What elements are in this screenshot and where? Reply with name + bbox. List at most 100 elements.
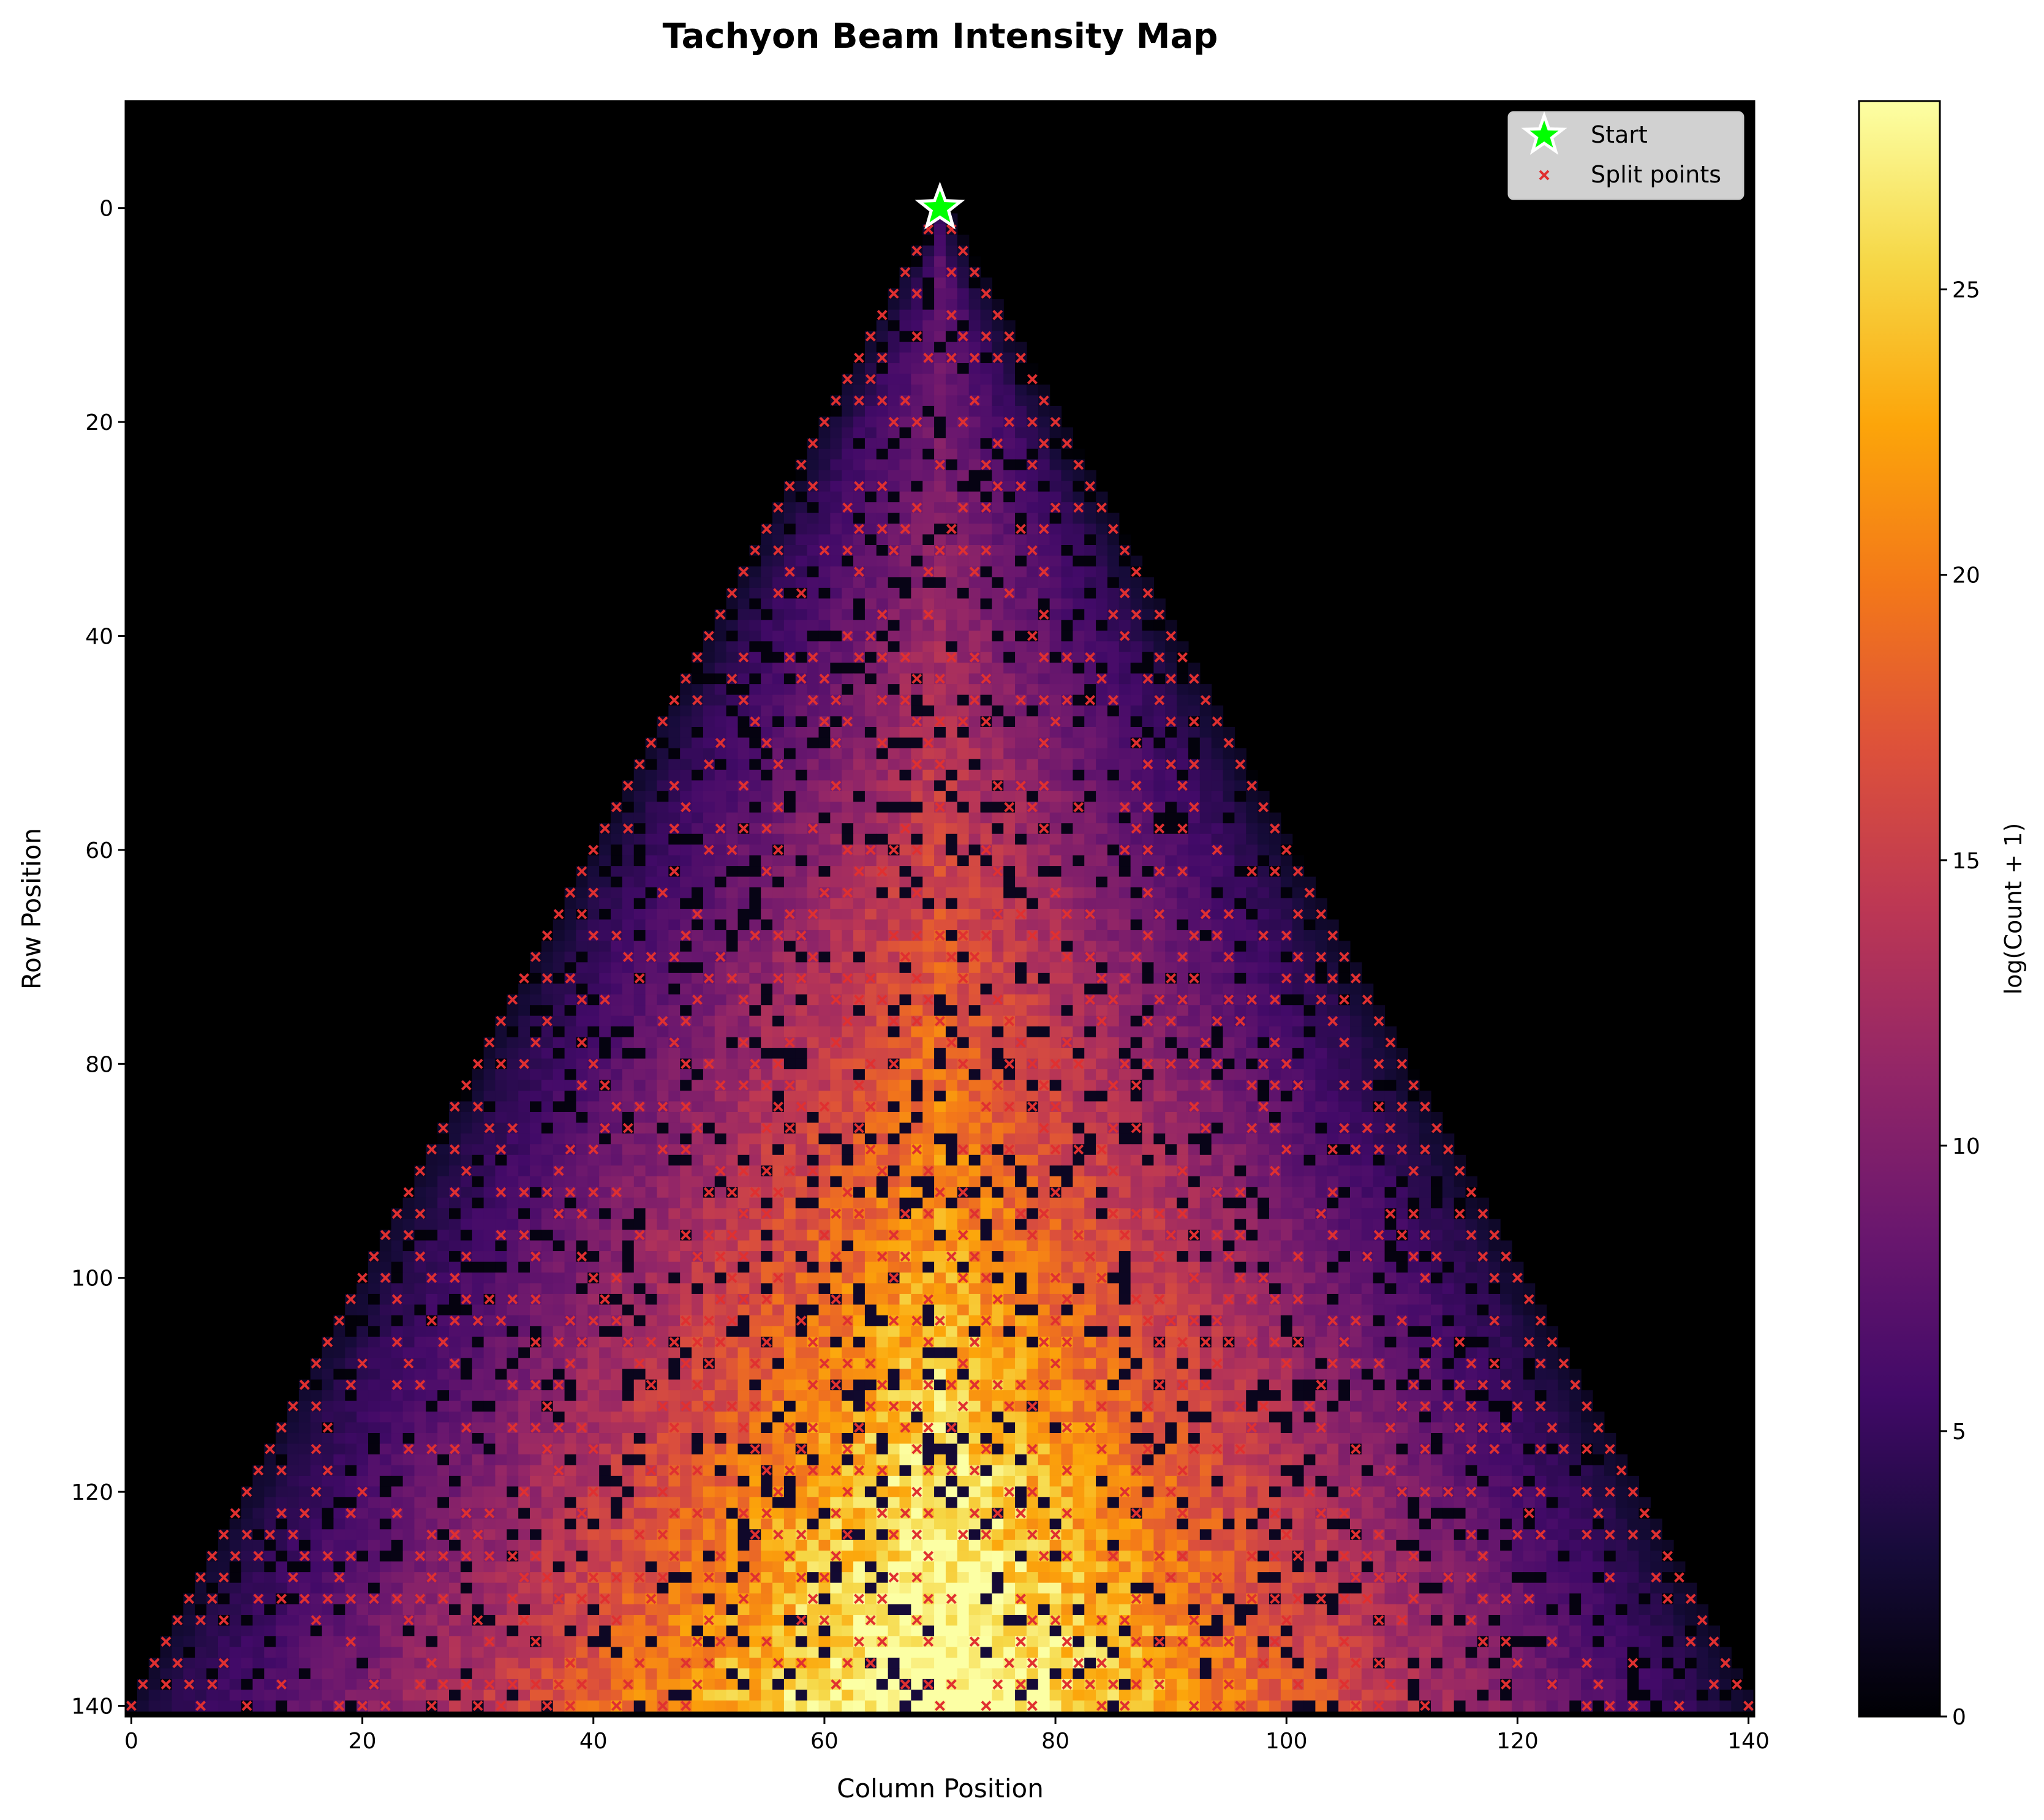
heatmap-cell (911, 566, 923, 578)
heatmap-cell (980, 876, 992, 888)
heatmap-cell (945, 727, 958, 739)
heatmap-cell (957, 844, 970, 856)
heatmap-cell (472, 1230, 485, 1241)
heatmap-cell (1211, 1069, 1224, 1081)
heatmap-cell (945, 555, 958, 567)
heatmap-cell (876, 930, 889, 942)
heatmap-cell (807, 727, 820, 739)
heatmap-cell (992, 384, 1004, 396)
heatmap-cell (599, 898, 611, 909)
heatmap-cell (968, 587, 981, 599)
heatmap-cell (876, 1133, 889, 1145)
heatmap-cell (668, 887, 681, 899)
heatmap-cell (726, 737, 739, 749)
heatmap-cell (1315, 1069, 1327, 1081)
heatmap-cell (795, 1144, 808, 1156)
heatmap-cell (1061, 1187, 1073, 1198)
heatmap-cell (783, 694, 796, 706)
heatmap-cell (1073, 1080, 1085, 1091)
heatmap-cell (1015, 641, 1027, 653)
heatmap-cell (945, 812, 958, 824)
heatmap-cell (680, 727, 692, 739)
heatmap-cell (945, 235, 958, 246)
heatmap-cell (957, 898, 970, 909)
heatmap-cell (576, 1262, 588, 1273)
heatmap-cell (657, 951, 669, 963)
heatmap-cell (818, 802, 831, 813)
heatmap-cell (1015, 727, 1027, 739)
heatmap-cell (864, 609, 877, 620)
heatmap-cell (587, 1122, 600, 1134)
heatmap-cell (1049, 909, 1062, 920)
heatmap-cell (1292, 1058, 1305, 1070)
heatmap-cell (657, 1230, 669, 1241)
heatmap-cell (1280, 1048, 1293, 1059)
heatmap-cell (1269, 876, 1281, 888)
heatmap-cell (830, 1154, 842, 1166)
heatmap-cell (1061, 1176, 1073, 1187)
heatmap-cell (761, 620, 773, 631)
heatmap-cell (1096, 919, 1108, 931)
heatmap-cell (772, 694, 785, 706)
heatmap-cell (968, 427, 981, 438)
heatmap-cell (714, 1154, 727, 1166)
heatmap-cell (1003, 866, 1016, 878)
heatmap-cell (899, 1090, 911, 1102)
heatmap-cell (507, 1187, 519, 1198)
heatmap-cell (1061, 481, 1073, 492)
heatmap-cell (737, 1240, 750, 1252)
heatmap-cell (726, 1262, 739, 1273)
heatmap-cell (552, 1262, 565, 1273)
heatmap-cell (1292, 983, 1305, 995)
heatmap-cell (1199, 1048, 1212, 1059)
heatmap-cell (645, 1058, 658, 1070)
heatmap-cell (564, 1111, 577, 1123)
heatmap-cell (968, 823, 981, 835)
heatmap-cell (692, 737, 704, 749)
heatmap-cell (426, 1187, 438, 1198)
heatmap-cell (807, 534, 820, 546)
heatmap-cell (911, 534, 923, 546)
heatmap-cell (1084, 1026, 1096, 1038)
heatmap-cell (807, 555, 820, 567)
heatmap-cell (1177, 727, 1189, 739)
heatmap-cell (1096, 694, 1108, 706)
heatmap-cell (934, 1101, 946, 1113)
heatmap-cell (680, 941, 692, 952)
heatmap-cell (922, 951, 935, 963)
heatmap-cell (1107, 1069, 1120, 1081)
heatmap-cell (1188, 855, 1201, 867)
heatmap-cell (992, 972, 1004, 984)
heatmap-cell (714, 1005, 727, 1017)
heatmap-cell (1177, 1048, 1189, 1059)
heatmap-cell (1061, 855, 1073, 867)
heatmap-cell (807, 598, 820, 610)
heatmap-cell (957, 694, 970, 706)
heatmap-cell (945, 909, 958, 920)
heatmap-cell (1361, 1026, 1374, 1038)
heatmap-cell (876, 1176, 889, 1187)
heatmap-cell (761, 1219, 773, 1230)
heatmap-cell (564, 1080, 577, 1091)
heatmap-cell (980, 951, 992, 963)
heatmap-cell (402, 1251, 415, 1263)
heatmap-cell (876, 727, 889, 739)
heatmap-cell (1199, 1069, 1212, 1081)
heatmap-cell (1015, 1154, 1027, 1166)
heatmap-cell (576, 1111, 588, 1123)
heatmap-cell (1096, 1005, 1108, 1017)
heatmap-cell (1142, 1037, 1154, 1048)
heatmap-cell (507, 1144, 519, 1156)
heatmap-cell (1292, 1037, 1305, 1048)
heatmap-cell (853, 1176, 865, 1187)
heatmap-cell (957, 1240, 970, 1252)
heatmap-cell (1361, 1165, 1374, 1177)
heatmap-cell (899, 802, 911, 813)
heatmap-cell (1096, 1037, 1108, 1048)
heatmap-cell (992, 1208, 1004, 1220)
heatmap-cell (783, 1262, 796, 1273)
heatmap-cell (1234, 1090, 1246, 1102)
heatmap-cell (1465, 1176, 1478, 1187)
heatmap-cell (518, 1101, 530, 1113)
heatmap-cell (449, 1111, 461, 1123)
